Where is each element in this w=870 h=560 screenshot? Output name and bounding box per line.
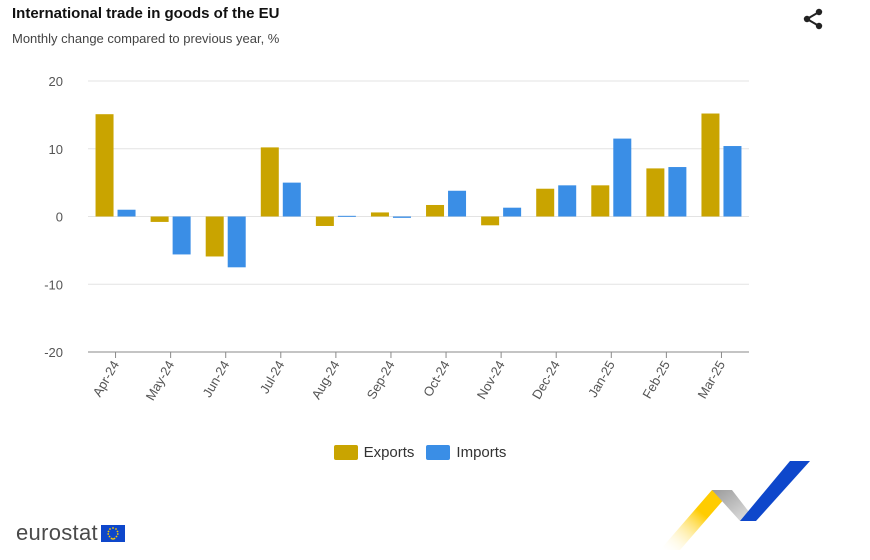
bar-imports-jun-24[interactable] bbox=[227, 216, 246, 268]
eurostat-logo: eurostat bbox=[16, 520, 125, 546]
bar-imports-jul-24[interactable] bbox=[282, 182, 301, 217]
chart-legend: Exports Imports bbox=[0, 444, 840, 461]
legend-item-imports[interactable]: Imports bbox=[426, 444, 506, 461]
legend-label-imports: Imports bbox=[456, 444, 507, 461]
bar-imports-jan-25[interactable] bbox=[613, 138, 632, 217]
x-tick-label: Apr-24 bbox=[90, 358, 123, 399]
x-tick-label: Nov-24 bbox=[474, 358, 508, 402]
bar-exports-jul-24[interactable] bbox=[260, 147, 279, 217]
bar-imports-mar-25[interactable] bbox=[723, 146, 742, 217]
x-tick-label: Aug-24 bbox=[309, 358, 343, 402]
bar-exports-feb-25[interactable] bbox=[646, 168, 665, 217]
x-tick-label: Mar-25 bbox=[694, 358, 728, 401]
x-tick-label: Sep-24 bbox=[364, 358, 398, 402]
legend-swatch-exports bbox=[333, 445, 358, 460]
bar-imports-apr-24[interactable] bbox=[117, 209, 136, 217]
legend-swatch-imports bbox=[426, 445, 451, 460]
bar-exports-jun-24[interactable] bbox=[205, 216, 224, 257]
y-tick-label: 20 bbox=[49, 74, 63, 89]
legend-label-exports: Exports bbox=[363, 444, 415, 461]
x-tick-label: Dec-24 bbox=[529, 358, 563, 402]
bar-exports-aug-24[interactable] bbox=[315, 216, 334, 226]
y-tick-label: -20 bbox=[44, 345, 63, 360]
y-tick-label: 10 bbox=[49, 142, 63, 157]
bar-exports-dec-24[interactable] bbox=[536, 188, 555, 217]
logo-text: eurostat bbox=[16, 520, 98, 545]
bar-imports-aug-24[interactable] bbox=[337, 215, 356, 217]
x-tick-label: May-24 bbox=[143, 358, 178, 403]
bar-chart: 20 10 0 -10 -20 Apr-24 May-24 Jun-24 Jul-24 Aug-2… bbox=[44, 74, 749, 403]
x-tick-label: Jan-25 bbox=[585, 358, 618, 400]
share-icon[interactable] bbox=[801, 7, 825, 31]
bar-imports-nov-24[interactable] bbox=[503, 207, 522, 217]
bar-exports-nov-24[interactable] bbox=[481, 216, 500, 226]
bar-imports-may-24[interactable] bbox=[172, 216, 191, 255]
chart-subtitle: Monthly change compared to previous year… bbox=[12, 31, 280, 46]
x-tick-label: Feb-25 bbox=[639, 358, 673, 401]
x-tick-label: Jul-24 bbox=[257, 358, 288, 396]
legend-item-exports[interactable]: Exports bbox=[333, 444, 415, 461]
bar-exports-jan-25[interactable] bbox=[591, 185, 610, 217]
bar-imports-oct-24[interactable] bbox=[448, 190, 467, 217]
chart-title: International trade in goods of the EU bbox=[12, 5, 280, 22]
y-tick-label: -10 bbox=[44, 277, 63, 292]
x-tick-label: Oct-24 bbox=[420, 358, 452, 399]
y-tick-label: 0 bbox=[56, 210, 63, 225]
bar-exports-sep-24[interactable] bbox=[370, 212, 389, 217]
bar-exports-may-24[interactable] bbox=[150, 216, 169, 222]
bar-exports-oct-24[interactable] bbox=[426, 204, 445, 217]
eu-flag-icon bbox=[100, 524, 125, 542]
bar-imports-dec-24[interactable] bbox=[558, 185, 577, 217]
bar-imports-sep-24[interactable] bbox=[392, 216, 411, 218]
x-tick-label: Jun-24 bbox=[199, 358, 232, 400]
bar-exports-mar-25[interactable] bbox=[701, 113, 720, 217]
decorative-arrow-graphic bbox=[660, 455, 820, 560]
bar-exports-apr-24[interactable] bbox=[95, 114, 114, 217]
bar-imports-feb-25[interactable] bbox=[668, 167, 687, 217]
